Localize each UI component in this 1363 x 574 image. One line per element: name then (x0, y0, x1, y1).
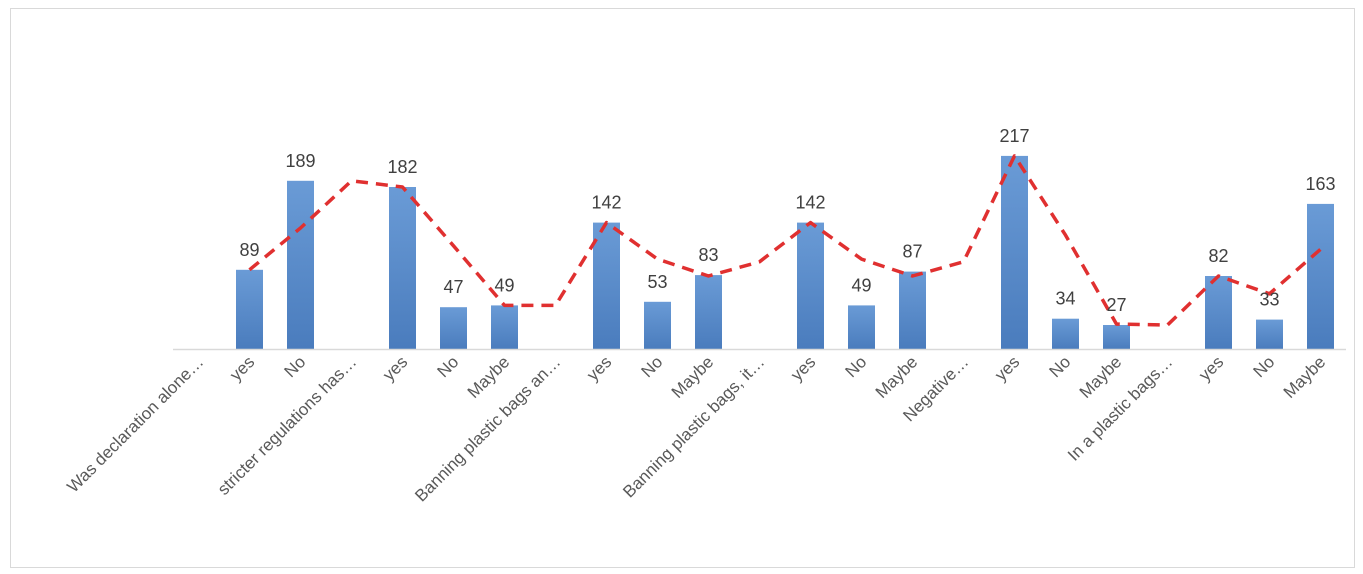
data-label-21: 33 (1259, 290, 1279, 310)
data-label-5: 47 (443, 277, 463, 297)
category-label-0: Was declaration alone… (63, 352, 207, 496)
category-label-18: Maybe (1076, 352, 1126, 402)
bar-4 (389, 187, 416, 349)
category-label-12: yes (787, 352, 819, 384)
bar-1 (236, 269, 263, 349)
bar-18 (1103, 325, 1130, 349)
bar-10 (695, 275, 722, 349)
category-label-8: yes (583, 352, 615, 384)
data-label-20: 82 (1208, 246, 1228, 266)
bar-9 (644, 301, 671, 349)
data-label-18: 27 (1106, 295, 1126, 315)
category-label-13: No (842, 352, 871, 381)
category-label-14: Maybe (872, 352, 922, 402)
category-label-1: yes (226, 352, 258, 384)
bar-2 (287, 180, 314, 349)
category-label-9: No (638, 352, 667, 381)
category-label-4: yes (379, 352, 411, 384)
category-label-16: yes (991, 352, 1023, 384)
category-label-6: Maybe (464, 352, 514, 402)
bars-layer (236, 155, 1334, 349)
bar-13 (848, 305, 875, 349)
bar-21 (1256, 319, 1283, 349)
bar-16 (1001, 155, 1028, 349)
chart-area: 89 189 182 47 49 142 53 83 142 49 87 217 34 27 82 33 163… (10, 8, 1355, 568)
category-label-2: No (281, 352, 310, 381)
bar-6 (491, 305, 518, 349)
bar-8 (593, 222, 620, 349)
category-label-22: Maybe (1280, 352, 1330, 402)
bar-5 (440, 307, 467, 349)
bar-20 (1205, 276, 1232, 349)
category-label-20: yes (1195, 352, 1227, 384)
data-label-22: 163 (1305, 174, 1335, 194)
data-label-10: 83 (698, 245, 718, 265)
category-label-10: Maybe (668, 352, 718, 402)
data-label-1: 89 (239, 240, 259, 260)
trendline (248, 154, 1322, 327)
bar-22 (1307, 203, 1334, 349)
data-label-6: 49 (494, 275, 514, 295)
bar-12 (797, 222, 824, 349)
bar-14 (899, 271, 926, 349)
data-label-14: 87 (902, 242, 922, 262)
bar-17 (1052, 318, 1079, 349)
data-label-2: 189 (285, 151, 315, 171)
category-label-17: No (1046, 352, 1075, 381)
category-label-5: No (434, 352, 463, 381)
data-label-12: 142 (795, 193, 825, 213)
trendline-layer (248, 154, 1322, 327)
data-label-16: 217 (999, 126, 1029, 146)
data-label-9: 53 (647, 272, 667, 292)
bar-chart: 89 189 182 47 49 142 53 83 142 49 87 217 34 27 82 33 163… (63, 126, 1346, 506)
data-label-17: 34 (1055, 289, 1075, 309)
category-label-21: No (1250, 352, 1279, 381)
data-label-13: 49 (851, 275, 871, 295)
data-labels-layer: 89 189 182 47 49 142 53 83 142 49 87 217 34 27 82 33 163 (239, 126, 1335, 315)
data-label-4: 182 (387, 157, 417, 177)
data-label-8: 142 (591, 193, 621, 213)
